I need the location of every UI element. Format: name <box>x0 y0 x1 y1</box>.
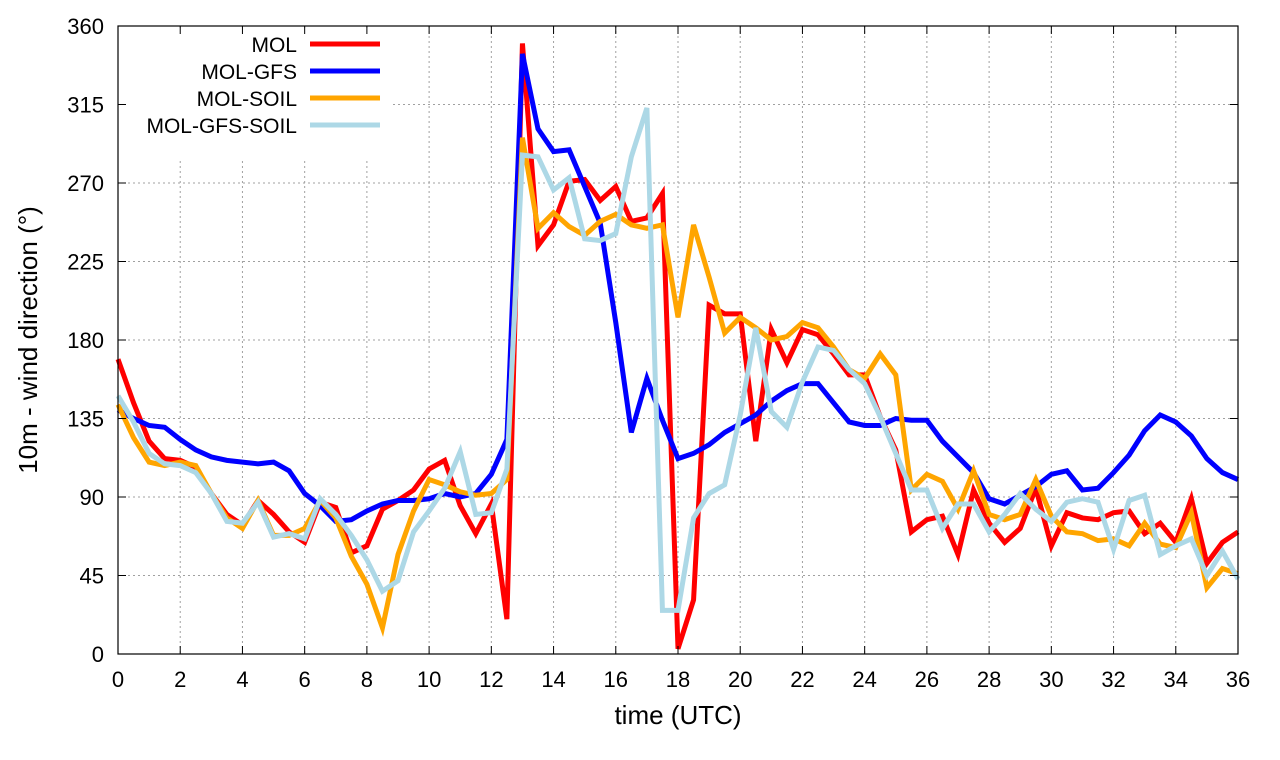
y-tick-label: 0 <box>92 642 104 667</box>
legend-label-mol-gfs-soil: MOL-GFS-SOIL <box>146 115 297 138</box>
x-axis-label: time (UTC) <box>614 700 741 730</box>
x-tick-label: 34 <box>1164 667 1188 692</box>
x-tick-label: 22 <box>790 667 814 692</box>
y-tick-label: 270 <box>67 171 104 196</box>
x-tick-label: 28 <box>977 667 1001 692</box>
series-line-mol-soil <box>115 137 1239 637</box>
legend: MOL MOL-GFS MOL-SOIL MOL-GFS-SOIL <box>120 28 390 158</box>
y-tick-label: 135 <box>67 407 104 432</box>
x-tick-label: 24 <box>852 667 876 692</box>
legend-label-mol-soil: MOL-SOIL <box>197 88 297 111</box>
legend-label-mol-gfs: MOL-GFS <box>201 61 297 84</box>
x-tick-label: 14 <box>541 667 565 692</box>
x-tick-label: 8 <box>361 667 373 692</box>
x-tick-label: 26 <box>915 667 939 692</box>
x-tick-label: 18 <box>666 667 690 692</box>
x-tick-label: 10 <box>417 667 441 692</box>
x-tick-label: 30 <box>1039 667 1063 692</box>
y-tick-label: 225 <box>67 250 104 275</box>
x-tick-label: 2 <box>174 667 186 692</box>
x-tick-label: 36 <box>1226 667 1250 692</box>
series-line-mol-gfs <box>116 53 1240 525</box>
legend-background <box>120 28 390 158</box>
x-tick-label: 6 <box>299 667 311 692</box>
x-tick-label: 0 <box>112 667 124 692</box>
y-tick-label: 180 <box>67 328 104 353</box>
tick-labels: 0 2 4 6 8 10 12 14 16 18 20 22 24 26 28 30 32 34 360459013… <box>67 14 1250 692</box>
x-tick-label: 16 <box>604 667 628 692</box>
y-tick-label: 90 <box>80 485 104 510</box>
x-tick-label: 12 <box>479 667 503 692</box>
x-tick-label: 4 <box>236 667 248 692</box>
y-tick-label: 45 <box>80 564 104 589</box>
y-axis-label: 10m - wind direction (°) <box>13 206 43 474</box>
x-tick-label: 32 <box>1101 667 1125 692</box>
y-tick-label: 315 <box>67 93 104 118</box>
y-tick-label: 360 <box>67 14 104 39</box>
x-tick-label: 20 <box>728 667 752 692</box>
legend-label-mol: MOL <box>251 34 297 57</box>
series-line-mol-gfs-soil <box>115 107 1241 613</box>
